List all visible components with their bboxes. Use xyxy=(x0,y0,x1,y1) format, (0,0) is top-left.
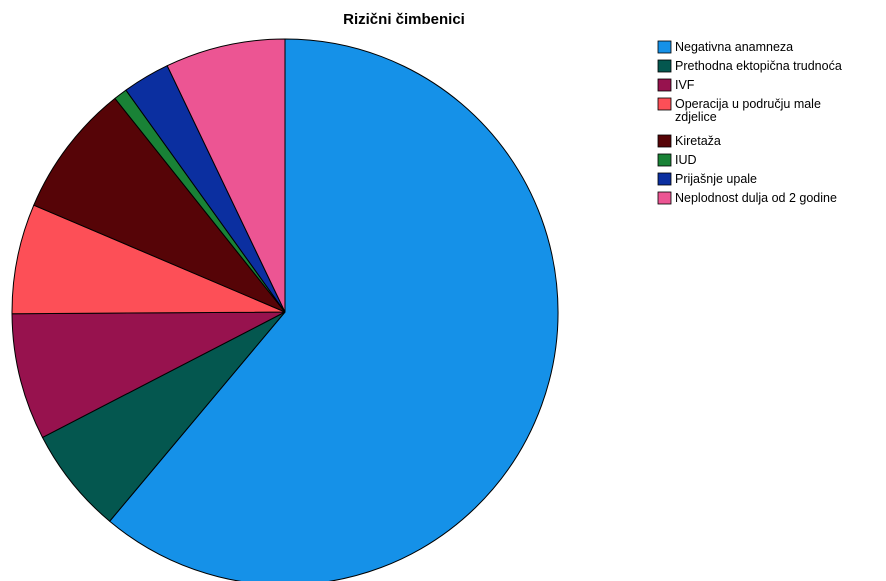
legend-label-1: Negativna anamneza xyxy=(675,40,793,54)
legend-label-3: IVF xyxy=(675,78,695,92)
pie-slices xyxy=(11,38,559,581)
legend-swatch-6 xyxy=(657,153,672,167)
legend-label-4-line-2: zdjelice xyxy=(675,110,717,124)
legend-label-4-line-1: Operacija u području male xyxy=(675,97,821,111)
legend-label-7: Prijašnje upale xyxy=(675,172,757,186)
legend-swatch-2 xyxy=(657,59,672,73)
pie-slice-4 xyxy=(11,204,286,315)
legend-swatch-3 xyxy=(657,78,672,92)
legend-swatch-8 xyxy=(657,191,672,205)
chart-legend: Negativna anamneza Prethodna ektopična tr… xyxy=(657,40,842,205)
chart-title: Rizični čimbenici xyxy=(343,11,465,28)
legend-label-6: IUD xyxy=(675,153,697,167)
pie-slice-8 xyxy=(166,38,286,313)
legend-label-2: Prethodna ektopična trudnoća xyxy=(675,59,842,73)
legend-label-8: Neplodnost dulja od 2 godine xyxy=(675,191,837,205)
legend-swatch-7 xyxy=(657,172,672,186)
pie-slice-3 xyxy=(11,311,286,438)
legend-swatch-1 xyxy=(657,40,672,54)
pie-slice-1 xyxy=(109,38,559,581)
pie-slice-5 xyxy=(33,97,286,313)
legend-swatch-4 xyxy=(657,97,672,111)
legend-swatch-5 xyxy=(657,134,672,148)
legend-label-5: Kiretaža xyxy=(675,134,721,148)
